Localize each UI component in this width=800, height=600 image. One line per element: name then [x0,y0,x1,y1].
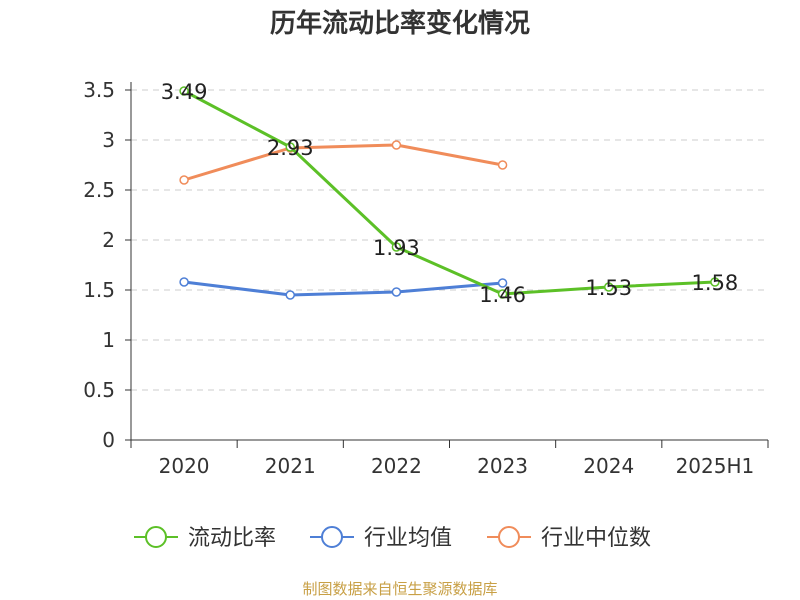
series-line-2 [182,143,505,182]
x-tick-label: 2021 [265,454,316,478]
data-point [391,140,402,150]
y-tick-label: 2.5 [83,178,115,202]
data-point [604,282,614,292]
data-point [497,289,508,299]
series-line-1 [182,280,505,297]
y-tick-label: 0 [102,428,115,452]
data-point [391,242,402,252]
data-point [497,160,508,170]
legend-marker [145,526,167,548]
y-tick-label: 2 [102,228,115,252]
data-label: 1.46 [479,283,526,307]
data-label: 1.58 [692,271,739,295]
x-tick-label: 2024 [583,454,634,478]
data-point [710,277,720,287]
y-tick-label: 0.5 [83,378,115,402]
legend-label: 行业中位数 [541,526,651,551]
chart-title: 历年流动比率变化情况 [269,9,530,39]
legend-marker [498,526,520,548]
data-label: 3.49 [161,80,208,104]
data-label: 1.93 [373,236,420,260]
legend-label: 流动比率 [188,526,276,551]
x-tick-label: 2020 [159,454,210,478]
data-label: 2.93 [267,136,314,160]
data-source-note: 制图数据来自恒生聚源数据库 [302,580,498,598]
data-point [497,278,508,288]
data-point [179,86,189,96]
legend-label: 行业均值 [364,526,452,551]
legend-marker [321,526,343,548]
data-point [179,277,189,287]
y-tick-label: 3.5 [83,78,115,102]
data-point [285,290,295,300]
data-label: 1.53 [585,276,632,300]
y-tick-label: 3 [102,128,115,152]
x-tick-label: 2025H1 [676,454,755,478]
data-point [285,142,295,152]
y-tick-label: 1 [102,328,115,352]
x-tick-label: 2022 [371,454,422,478]
x-tick-label: 2023 [477,454,528,478]
data-point [179,175,189,185]
series-line-0 [182,89,717,296]
y-tick-label: 1.5 [83,278,115,302]
data-point [391,287,402,297]
